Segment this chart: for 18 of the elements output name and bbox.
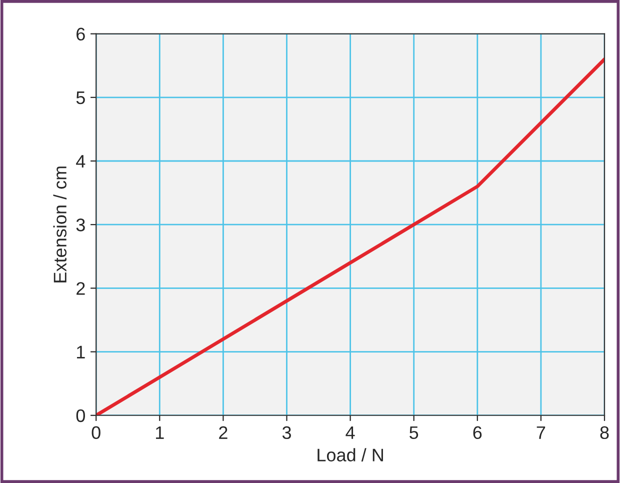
- x-tick-label: 5: [410, 426, 418, 440]
- y-tick-label: 2: [76, 282, 85, 295]
- y-tick-label: 5: [76, 92, 85, 104]
- x-tick-label: 0: [92, 426, 100, 440]
- x-tick-label: 4: [346, 426, 355, 439]
- x-axis-title: Load / N: [318, 448, 383, 462]
- x-tick-label: 7: [536, 426, 546, 439]
- y-tick-label: 4: [76, 155, 86, 168]
- y-tick-label: 3: [76, 218, 85, 232]
- y-tick-label: 6: [76, 28, 85, 41]
- x-tick-label: 6: [473, 426, 482, 440]
- y-tick-label: 1: [77, 346, 85, 358]
- x-tick-label: 1: [156, 426, 164, 439]
- y-axis-title: Extension / cm: [53, 166, 67, 282]
- x-tick-label: 8: [600, 426, 609, 440]
- y-tick-label: 0: [76, 409, 85, 422]
- x-tick-label: 2: [219, 426, 228, 439]
- x-tick-label: 3: [282, 426, 291, 440]
